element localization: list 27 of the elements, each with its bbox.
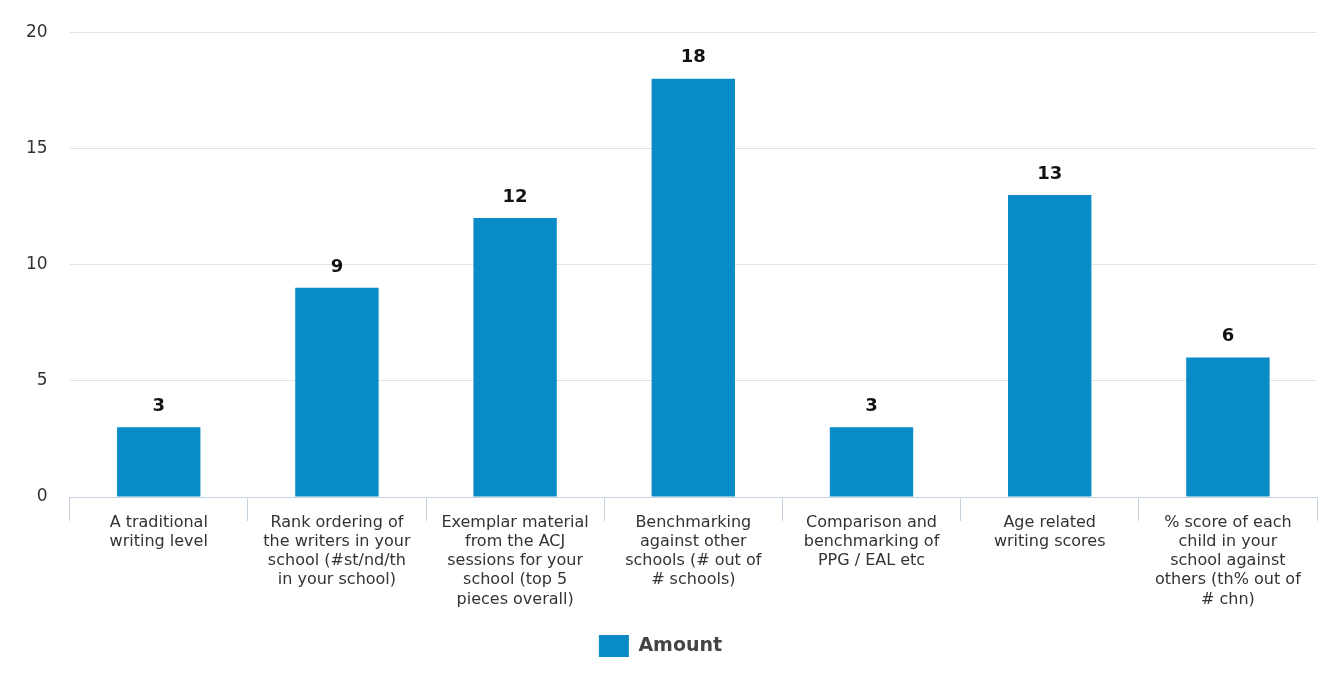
x-tick-label: Age related writing scores (993, 511, 1106, 550)
y-tick-label: 15 (25, 136, 48, 157)
data-label: 9 (330, 254, 344, 276)
x-tick-label: Benchmarking against other schools (# out of # schools) (625, 511, 762, 589)
y-tick-label: 5 (36, 369, 48, 390)
bar (117, 427, 201, 497)
bar (473, 218, 557, 497)
x-tick-label: % score of each child in your school against others (th% out of # chn) (1155, 511, 1302, 608)
bar (1008, 194, 1092, 497)
bar (651, 78, 736, 497)
data-label: 18 (680, 45, 706, 67)
x-tick-label: A traditional writing level (109, 511, 208, 550)
data-label: 13 (1037, 161, 1063, 183)
data-label: 12 (502, 184, 528, 206)
data-label: 3 (152, 393, 165, 415)
x-tick-label: Comparison and benchmarking of PPG / EAL etc (803, 511, 940, 570)
bar (295, 287, 379, 497)
y-tick-label: 20 (25, 20, 48, 41)
data-label: 6 (1221, 324, 1235, 346)
legend-label: Amount (638, 632, 723, 655)
bar (829, 427, 914, 497)
y-tick-label: 0 (36, 485, 48, 506)
bar (1186, 357, 1270, 497)
x-tick-label: Exemplar material from the ACJ sessions for your school (top 5 pieces overall) (441, 511, 589, 608)
x-tick-label: Rank ordering of the writers in your school (#st/nd/th in your school) (263, 511, 411, 589)
y-tick-label: 10 (25, 253, 48, 274)
data-label: 3 (865, 393, 878, 415)
